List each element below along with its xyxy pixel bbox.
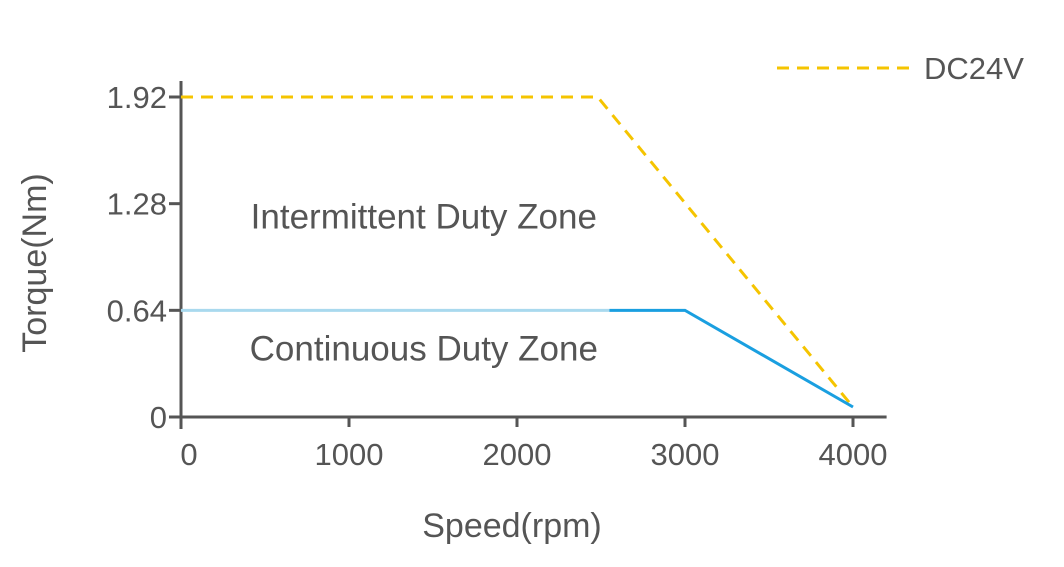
tick-labels: 0 1000 2000 3000 4000 0 0.64 1.28 1.92 bbox=[107, 80, 888, 472]
x-tick-label: 4000 bbox=[819, 437, 888, 472]
legend: DC24V bbox=[777, 51, 1024, 86]
x-tick-label: 2000 bbox=[483, 437, 552, 472]
y-axis-label: Torque(Nm) bbox=[16, 173, 54, 352]
series-lines bbox=[181, 95, 855, 409]
x-tick-label: 1000 bbox=[315, 437, 384, 472]
continuous-line bbox=[609, 308, 854, 409]
zone-label: Continuous Duty Zone bbox=[250, 329, 598, 368]
x-tick-label: 0 bbox=[180, 437, 197, 472]
x-tick-label: 3000 bbox=[651, 437, 720, 472]
zone-annotations: Intermittent Duty Zone Continuous Duty Zo… bbox=[250, 198, 598, 369]
y-tick-label: 1.92 bbox=[107, 80, 167, 115]
legend-dc24v-label: DC24V bbox=[924, 51, 1024, 86]
y-tick-label: 0.64 bbox=[107, 293, 167, 328]
y-tick-label: 0 bbox=[150, 400, 167, 435]
zone-label: Intermittent Duty Zone bbox=[251, 198, 597, 237]
x-axis-label: Speed(rpm) bbox=[422, 507, 602, 545]
series-dc24v-line bbox=[181, 95, 855, 408]
y-tick-label: 1.28 bbox=[107, 187, 167, 222]
axes bbox=[169, 81, 887, 429]
